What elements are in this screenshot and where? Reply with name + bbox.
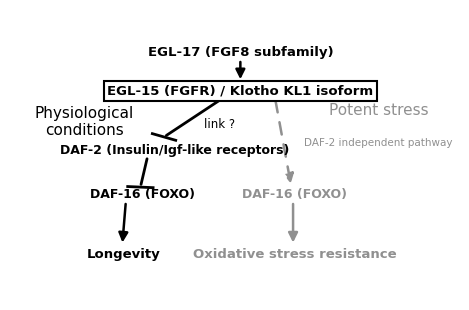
Text: EGL-17 (FGF8 subfamily): EGL-17 (FGF8 subfamily)	[148, 46, 333, 59]
Text: Physiological
conditions: Physiological conditions	[34, 106, 134, 138]
Text: DAF-2 (Insulin/Igf-like receptors): DAF-2 (Insulin/Igf-like receptors)	[60, 144, 290, 157]
Text: EGL-15 (FGFR) / Klotho KL1 isoform: EGL-15 (FGFR) / Klotho KL1 isoform	[107, 84, 373, 97]
Text: Longevity: Longevity	[87, 248, 161, 261]
Text: Oxidative stress resistance: Oxidative stress resistance	[193, 248, 397, 261]
Text: DAF-16 (FOXO): DAF-16 (FOXO)	[90, 188, 195, 201]
Text: DAF-2 independent pathway: DAF-2 independent pathway	[304, 139, 453, 148]
Text: Potent stress: Potent stress	[329, 103, 428, 117]
Text: DAF-16 (FOXO): DAF-16 (FOXO)	[242, 188, 348, 201]
Text: link ?: link ?	[204, 118, 235, 131]
